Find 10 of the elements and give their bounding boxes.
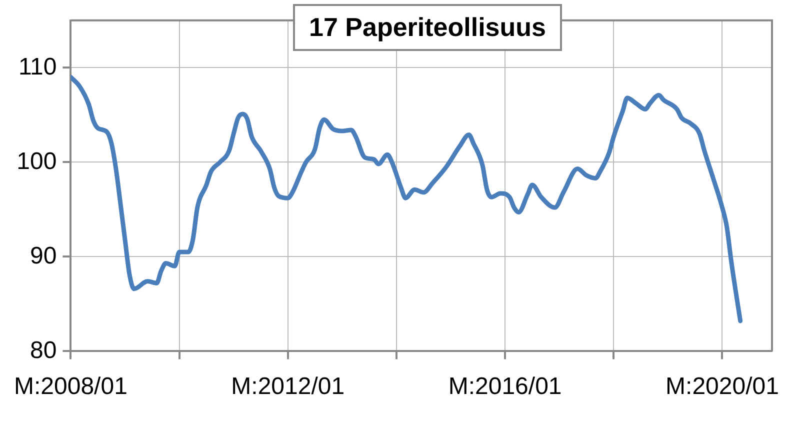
y-tick-label: 90 xyxy=(30,242,57,270)
x-tick-label: M:2020/01 xyxy=(666,373,779,400)
chart-title: 17 Paperiteollisuus xyxy=(293,4,562,51)
x-tick-label: M:2008/01 xyxy=(14,373,128,400)
y-tick-label: 80 xyxy=(30,336,57,364)
y-tick-label: 100 xyxy=(16,148,57,175)
x-tick-label: M:2012/01 xyxy=(231,373,345,400)
x-tick-label: M:2016/01 xyxy=(448,373,562,400)
line-series xyxy=(70,74,743,324)
y-tick-label: 110 xyxy=(18,53,57,80)
